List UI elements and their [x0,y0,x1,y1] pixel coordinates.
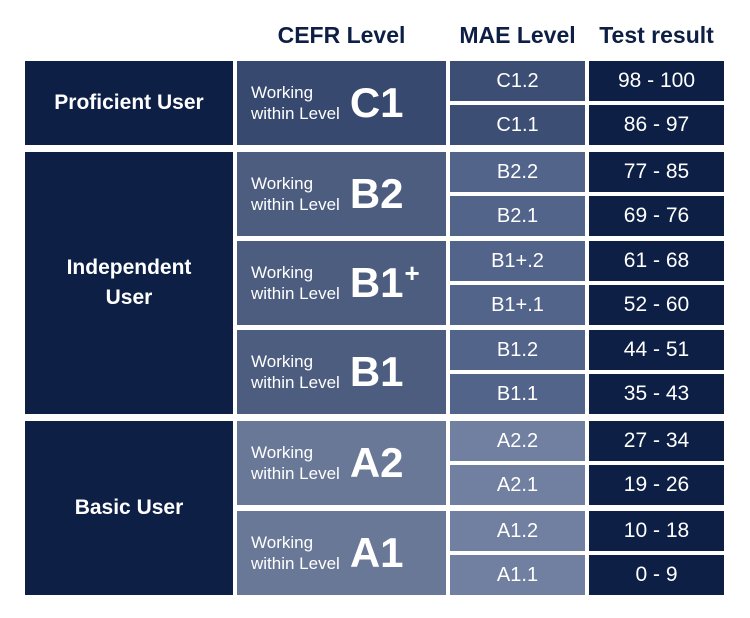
cefr-block-c1: Working within Level C1 [237,61,446,145]
plus-superscript: + [404,258,420,288]
result-cell-b2-2: 77 - 85 [589,152,724,192]
result-cell-c1-2: 98 - 100 [589,61,724,101]
cefr-level-code: C1 [349,79,404,126]
group-independent-user: Independent User [25,152,233,414]
mae-cell-b1-2: B1.2 [450,330,585,370]
result-cell-a2-1: 19 - 26 [589,465,724,505]
cefr-level-code: A1 [349,529,404,576]
mae-cell-b1p-1: B1+.1 [450,285,585,325]
header-mae-level: MAE Level [459,22,576,48]
group-basic-user: Basic User [25,421,233,595]
result-cell-a1-1: 0 - 9 [589,555,724,595]
cefr-block-b2: Working within Level B2 [237,152,446,236]
group-label: Basic User [74,496,184,519]
cefr-block-a2: Working within Level A2 [237,421,446,505]
result-cell-b2-1: 69 - 76 [589,196,724,236]
group-proficient-user: Proficient User [25,61,233,145]
cefr-block-a1: Working within Level A1 [237,511,446,595]
mae-cell-a2-1: A2.1 [450,465,585,505]
working-within-level-text: Working within Level [251,443,340,483]
mae-cell-c1-2: C1.2 [450,61,585,101]
result-cell-b1p-2: 61 - 68 [589,241,724,281]
mae-cell-a1-2: A1.2 [450,511,585,551]
cefr-block-b1-plus: Working within Level B1+ [237,241,446,325]
header-cefr-level: CEFR Level [277,22,406,48]
cefr-level-code: B1 [349,348,404,395]
result-cell-b1p-1: 52 - 60 [589,285,724,325]
result-cell-a1-2: 10 - 18 [589,511,724,551]
working-within-level-text: Working within Level [251,83,340,123]
mae-cell-b2-2: B2.2 [450,152,585,192]
working-within-level-text: Working within Level [251,174,340,214]
result-cell-c1-1: 86 - 97 [589,105,724,145]
cefr-block-b1: Working within Level B1 [237,330,446,414]
result-cell-b1-2: 44 - 51 [589,330,724,370]
mae-cell-a1-1: A1.1 [450,555,585,595]
header-test-result: Test result [599,22,714,48]
cefr-level-code: B2 [349,170,404,217]
mae-cell-b2-1: B2.1 [450,196,585,236]
group-label-line1: Independent [66,256,192,279]
mae-cell-c1-1: C1.1 [450,105,585,145]
cefr-level-code: B1+ [349,258,420,306]
group-label-line2: User [105,286,153,309]
mae-cell-b1p-2: B1+.2 [450,241,585,281]
mae-cell-b1-1: B1.1 [450,374,585,414]
group-label: Proficient User [54,91,204,114]
result-cell-b1-1: 35 - 43 [589,374,724,414]
result-cell-a2-2: 27 - 34 [589,421,724,461]
working-within-level-text: Working within Level [251,263,340,303]
cefr-level-code: A2 [349,439,404,486]
working-within-level-text: Working within Level [251,533,340,573]
working-within-level-text: Working within Level [251,352,340,392]
mae-cell-a2-2: A2.2 [450,421,585,461]
